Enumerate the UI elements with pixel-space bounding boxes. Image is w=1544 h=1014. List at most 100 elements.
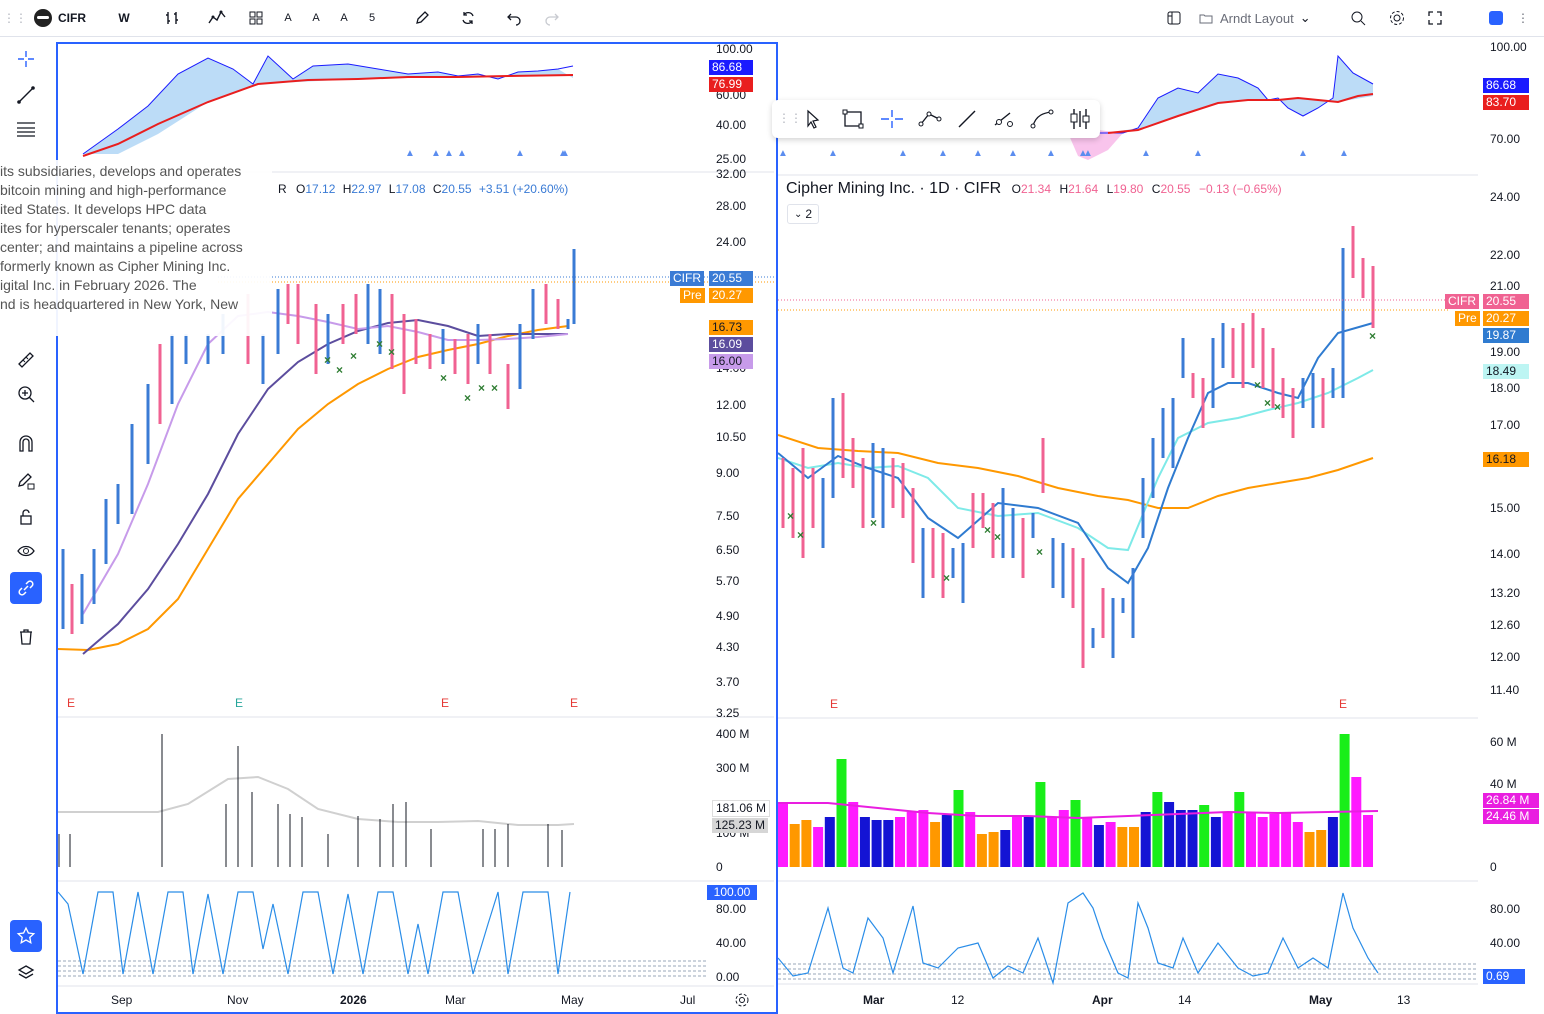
chart-settings-gear-icon[interactable] [734, 992, 750, 1013]
zoom-icon[interactable] [10, 378, 42, 410]
crosshair-icon[interactable] [10, 43, 42, 75]
redo-icon[interactable] [540, 6, 564, 30]
price-tick-label: 3.70 [716, 675, 740, 689]
alert-button-3[interactable]: A [340, 12, 348, 24]
more-options-icon[interactable]: ⋮ [1517, 11, 1529, 25]
volume-bar [1047, 817, 1058, 867]
volume-bar [1000, 830, 1011, 867]
undo-icon[interactable] [502, 6, 526, 30]
price-tick-label: 5.70 [716, 574, 740, 588]
right-symbol-tag-label: CIFR [1445, 294, 1479, 309]
osc-tick-label: 80.00 [716, 902, 747, 916]
layout-menu-button[interactable]: Arndt Layout ⌄ [1198, 6, 1334, 30]
trash-icon[interactable] [10, 621, 42, 653]
star-icon[interactable] [10, 920, 42, 952]
price-tick-label: 21.00 [1490, 279, 1521, 293]
cursor-icon[interactable] [804, 109, 822, 134]
left-pre-price-tag: 20.27 [709, 288, 753, 303]
right-chart-canvas[interactable]: ▲ ▲ ▲ ▲ ▲ ▲ ▲ ▲▲ ▲ ▲ ▲ ▲××××× ×××× ×× [778, 38, 1478, 1014]
symbol-search-button[interactable]: CIFR [34, 6, 94, 30]
bar-style-icon[interactable] [160, 6, 184, 30]
volume-bar [1140, 812, 1151, 867]
collapse-indicators-button[interactable]: ⌄ 2 [787, 204, 819, 224]
signal-x-marker: × [388, 345, 395, 359]
alert-button-1[interactable]: A [284, 12, 292, 24]
rs-signal-marker: ▲ [1083, 148, 1093, 159]
alert-button-2[interactable]: A [312, 12, 320, 24]
right-change: −0.13 (−0.65%) [1198, 182, 1282, 196]
volume-bar [871, 820, 882, 867]
right-close: 20.55 [1160, 182, 1191, 196]
description-line: ited States. It develops HPC data [0, 201, 207, 217]
sync-status-icon[interactable] [1486, 6, 1506, 30]
layers-icon[interactable] [10, 957, 42, 989]
volume-tick-label: 300 M [716, 761, 750, 775]
rs-signal-marker: ▲ [1298, 148, 1308, 159]
ruler-icon[interactable] [10, 344, 42, 376]
pencil-icon[interactable] [410, 6, 434, 30]
indicators-icon[interactable] [205, 6, 229, 30]
volume-bar [848, 802, 859, 867]
panels-icon[interactable] [1162, 6, 1186, 30]
fullscreen-icon[interactable] [1423, 6, 1447, 30]
earnings-marker: E [570, 696, 579, 710]
right-open: 21.34 [1020, 182, 1051, 196]
signal-x-marker: × [1369, 329, 1376, 343]
right-legend-title: Cipher Mining Inc. · 1D · CIFR [786, 180, 1002, 197]
rs-tick-label: 25.00 [716, 152, 747, 166]
ray-icon[interactable] [992, 109, 1016, 134]
left-symbol-price-tag: 20.55 [709, 271, 753, 286]
volume-bar [883, 820, 894, 867]
crosshair-icon[interactable] [880, 109, 904, 134]
volume-bar [1269, 814, 1280, 867]
rs-signal-marker: ▲ [1141, 148, 1151, 159]
rs-signal-marker: ▲ [405, 148, 415, 159]
bars-pattern-icon[interactable] [1068, 107, 1092, 136]
volume-bar [953, 790, 964, 867]
trend-line-icon[interactable] [10, 79, 42, 111]
fib-icon[interactable] [10, 113, 42, 145]
drag-handle-icon[interactable]: ⋮⋮ [778, 111, 802, 125]
volume-bar [1234, 792, 1245, 867]
left-chart-pane[interactable] [56, 42, 778, 1014]
eye-icon[interactable] [10, 535, 42, 567]
price-tick-label: 7.50 [716, 509, 740, 523]
gear-icon[interactable] [1385, 6, 1409, 30]
volume-bar [813, 827, 824, 867]
refresh-icon[interactable] [456, 6, 480, 30]
left-ohlc-legend: R O17.12 H22.97 L17.08 C20.55 +3.51 (+20… [278, 182, 569, 196]
left-legend-prefix: R [278, 182, 287, 196]
left-ma-orange-tag: 16.73 [709, 320, 753, 335]
preset-5-button[interactable]: 5 [368, 12, 376, 24]
volume-bar [1281, 812, 1292, 867]
curve-icon[interactable] [1030, 109, 1054, 134]
earnings-marker: E [441, 696, 450, 710]
rectangle-icon[interactable] [842, 109, 864, 134]
trend-line-icon[interactable] [956, 109, 978, 134]
volume-bar [1363, 815, 1373, 867]
left-chart-canvas[interactable]: ▲ ▲ ▲ ▲ ▲ ▲▲×××××××× × [58, 44, 774, 1010]
price-tick-label: 24.00 [716, 235, 747, 249]
cloud-icon [1199, 14, 1213, 24]
volume-bar [1023, 817, 1034, 867]
interval-button[interactable]: W [118, 11, 130, 25]
magnet-icon[interactable] [10, 428, 42, 460]
time-tick-label: 2026 [340, 993, 367, 1007]
link-icon[interactable] [10, 572, 42, 604]
volume-bar [1093, 825, 1104, 867]
time-tick-label: 13 [1397, 993, 1411, 1007]
quick-search-icon[interactable] [1346, 6, 1370, 30]
volume-bar [918, 810, 929, 867]
price-tick-label: 4.30 [716, 640, 740, 654]
rs-line [82, 55, 574, 155]
unlock-icon[interactable] [10, 501, 42, 533]
drag-handle-icon[interactable]: ⋮⋮ [3, 11, 27, 25]
path-icon[interactable] [918, 109, 942, 134]
lock-drawing-icon[interactable] [10, 465, 42, 497]
description-line: formerly known as Cipher Mining Inc. [0, 258, 231, 274]
right-volume-tag: 26.84 M [1483, 793, 1539, 808]
rs-signal-marker: ▲ [1008, 148, 1018, 159]
volume-bar [1222, 812, 1233, 867]
rs-area [83, 56, 573, 154]
templates-icon[interactable] [244, 6, 268, 30]
